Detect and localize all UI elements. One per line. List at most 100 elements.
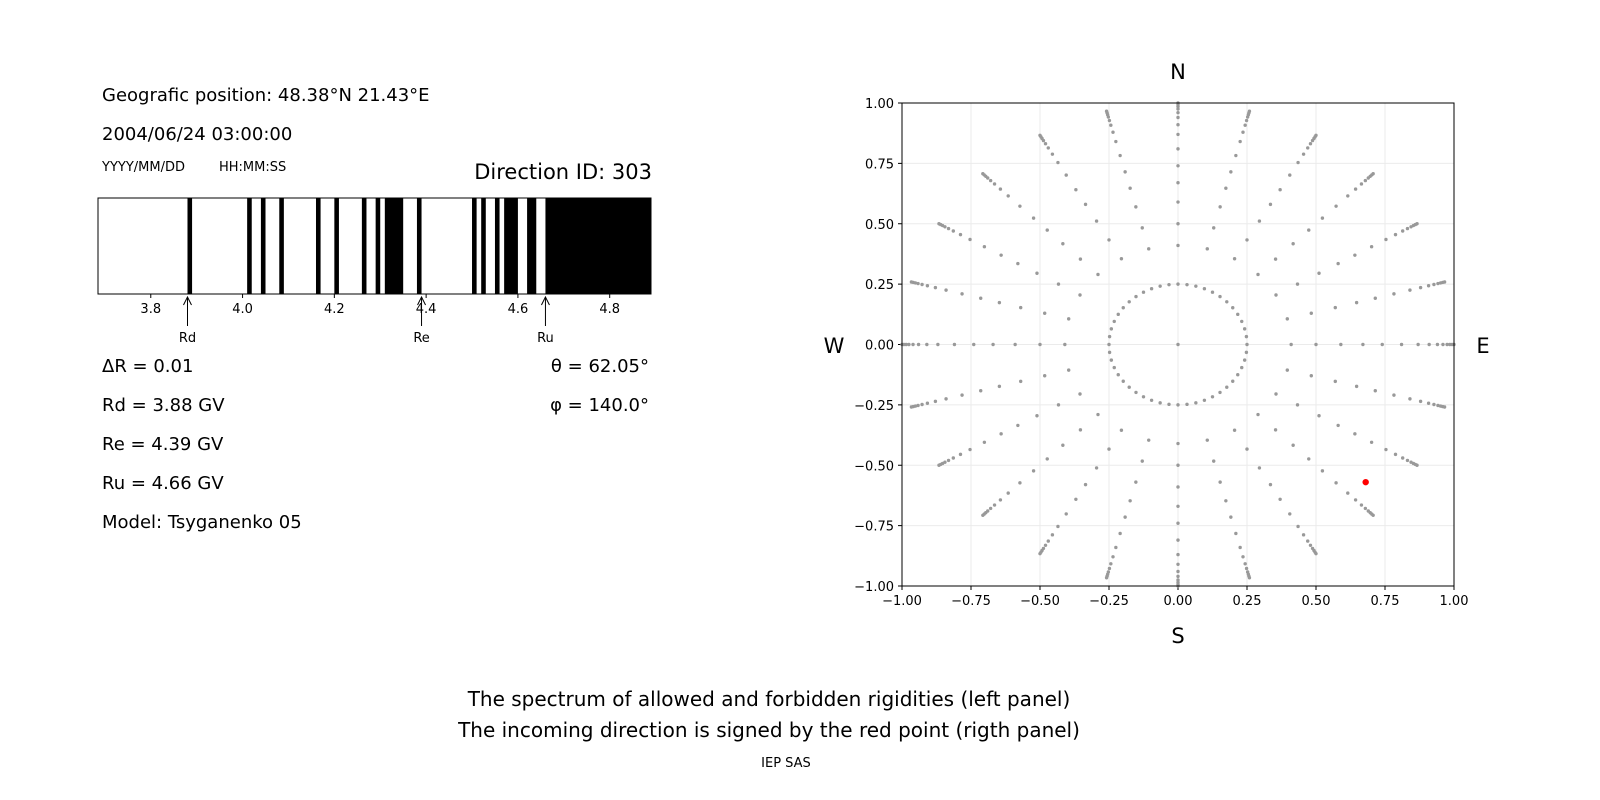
- grid-point: [1225, 385, 1229, 389]
- grid-point: [988, 506, 993, 511]
- grid-point: [1056, 160, 1060, 165]
- grid-point: [998, 498, 1003, 502]
- grid-point: [1176, 521, 1180, 525]
- grid-point: [1432, 402, 1436, 407]
- grid-point: [1236, 312, 1240, 317]
- grid-point: [1273, 257, 1278, 261]
- y-tick-label: 0.75: [865, 157, 894, 172]
- grid-point: [1176, 578, 1180, 582]
- grid-point: [1107, 342, 1111, 347]
- grid-point: [1158, 401, 1162, 405]
- grid-point: [1202, 398, 1207, 402]
- grid-point: [1295, 403, 1300, 407]
- grid-point: [1176, 243, 1180, 248]
- grid-point: [1111, 130, 1115, 134]
- grid-point: [944, 397, 948, 401]
- x-tick-label: 0.75: [1371, 594, 1400, 609]
- grid-point: [1361, 342, 1365, 347]
- grid-point: [1043, 311, 1047, 315]
- grid-point: [1333, 379, 1337, 384]
- grid-point: [1149, 398, 1154, 402]
- time-format-label: HH:MM:SS: [219, 160, 287, 175]
- grid-point: [1426, 284, 1431, 288]
- grid-point: [1121, 306, 1125, 310]
- grid-point: [1061, 443, 1065, 447]
- grid-point: [1353, 498, 1358, 502]
- grid-point: [997, 384, 1002, 389]
- grid-point: [1399, 342, 1404, 347]
- grid-point: [1056, 282, 1061, 286]
- y-tick-label: 0.50: [865, 218, 894, 233]
- grid-point: [1353, 253, 1357, 257]
- grid-point: [1096, 412, 1100, 417]
- grid-point: [1118, 153, 1122, 158]
- grid-point: [1127, 385, 1131, 389]
- grid-point: [1268, 482, 1273, 487]
- grid-point: [1121, 379, 1125, 383]
- grid-point: [1078, 293, 1082, 297]
- grid-point: [1353, 187, 1358, 191]
- grid-point: [1393, 232, 1398, 237]
- grid-point: [933, 399, 938, 404]
- credit: IEP SAS: [761, 756, 811, 771]
- grid-point: [1274, 293, 1278, 297]
- grid-point: [1257, 219, 1262, 223]
- grid-point: [1018, 481, 1022, 485]
- grid-point: [1418, 399, 1423, 404]
- grid-point: [1336, 423, 1340, 428]
- grid-point: [1111, 555, 1115, 559]
- grid-point: [952, 342, 957, 347]
- grid-point: [1031, 216, 1036, 220]
- grid-point: [1205, 438, 1209, 442]
- grid-point: [1094, 219, 1099, 223]
- grid-point: [1244, 566, 1249, 571]
- grid-point: [1218, 480, 1222, 484]
- grid-point: [1224, 186, 1228, 190]
- grid-point: [988, 178, 993, 183]
- grid-point: [1074, 497, 1078, 501]
- x-tick-label: 4.4: [416, 302, 437, 317]
- grid-point: [1245, 447, 1249, 451]
- grid-point: [925, 401, 930, 405]
- grid-point: [1346, 194, 1350, 198]
- grid-point: [1176, 132, 1180, 137]
- grid-point: [1043, 142, 1048, 146]
- grid-point: [1046, 146, 1050, 150]
- grid-point: [1043, 543, 1048, 547]
- grid-point: [1141, 290, 1146, 294]
- grid-point: [1225, 300, 1229, 304]
- grid-point: [1400, 229, 1405, 233]
- grid-point: [1116, 372, 1120, 377]
- grid-point: [909, 405, 914, 409]
- grid-point: [1291, 242, 1295, 246]
- grid-point: [968, 447, 972, 452]
- grid-point: [1123, 515, 1127, 519]
- grid-point: [1247, 109, 1252, 113]
- grid-point: [1176, 282, 1180, 286]
- grid-point: [1056, 403, 1061, 407]
- grid-point: [1149, 287, 1154, 291]
- grid-point: [1339, 342, 1343, 347]
- grid-point: [1333, 305, 1337, 310]
- grid-point: [1045, 457, 1049, 461]
- grid-point: [1256, 412, 1260, 417]
- grid-point: [1035, 271, 1039, 275]
- grid-point: [1016, 423, 1020, 428]
- grid-point: [1308, 142, 1313, 146]
- x-tick-label: 4.0: [232, 302, 253, 317]
- grid-point: [1176, 107, 1180, 111]
- arrow-head-icon: [541, 295, 550, 306]
- grid-point: [1176, 538, 1180, 542]
- phi-value: φ = 140.0°: [550, 395, 649, 416]
- grid-point: [1147, 438, 1151, 442]
- grid-point: [1245, 342, 1249, 347]
- grid-point: [992, 182, 997, 186]
- grid-point: [1442, 405, 1447, 409]
- grid-point: [925, 284, 930, 288]
- grid-point: [1147, 247, 1151, 251]
- grid-point: [1306, 146, 1310, 150]
- grid-point: [1288, 512, 1292, 516]
- grid-point: [1066, 317, 1071, 321]
- grid-point: [1109, 358, 1114, 362]
- grid-point: [1134, 205, 1138, 209]
